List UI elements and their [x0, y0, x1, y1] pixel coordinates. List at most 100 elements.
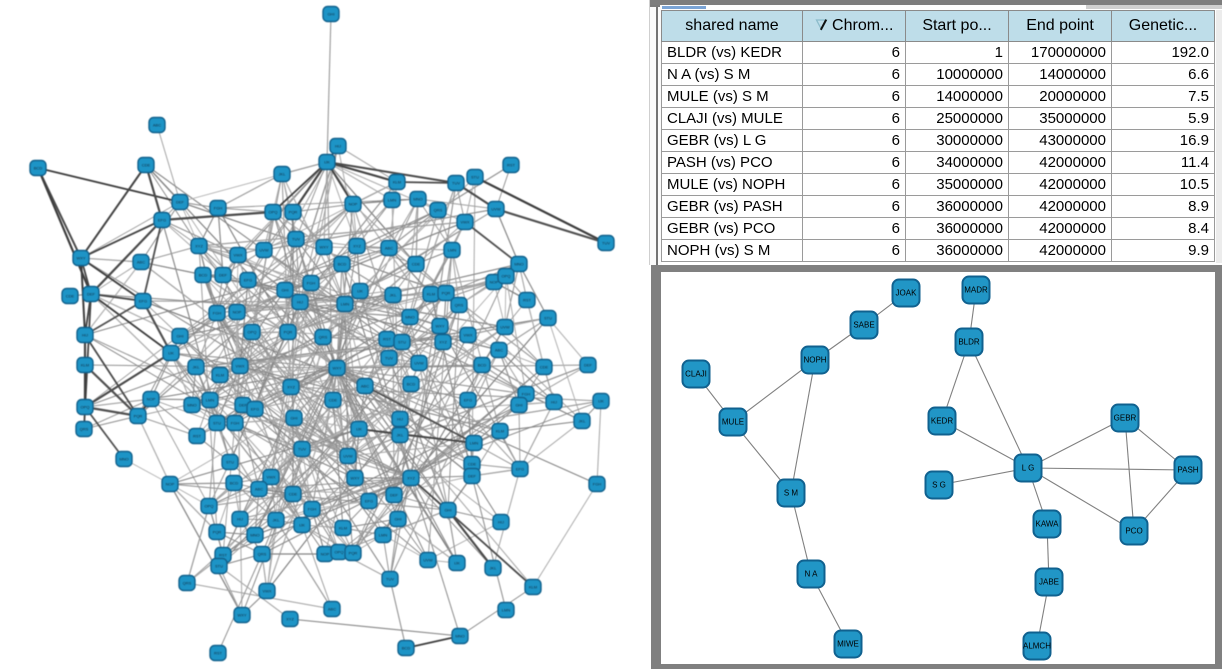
svg-text:JKL: JKL — [279, 172, 287, 177]
svg-text:CDE: CDE — [468, 462, 477, 467]
svg-text:MNO: MNO — [187, 403, 196, 408]
svg-text:PQR: PQR — [213, 530, 222, 535]
svg-text:KEDR: KEDR — [931, 417, 953, 426]
svg-text:CDE: CDE — [66, 294, 75, 299]
svg-text:GHI: GHI — [394, 517, 401, 522]
svg-text:QRS: QRS — [455, 303, 464, 308]
svg-text:LMN: LMN — [502, 608, 511, 613]
svg-text:CLAJI: CLAJI — [685, 370, 707, 379]
svg-text:VWX: VWX — [235, 364, 244, 369]
svg-text:GHI: GHI — [281, 288, 288, 293]
svg-text:MNO: MNO — [119, 457, 128, 462]
svg-text:DEF: DEF — [176, 200, 185, 205]
svg-text:KLM: KLM — [393, 180, 401, 185]
svg-text:PQR: PQR — [442, 291, 451, 296]
svg-text:KLM: KLM — [496, 429, 504, 434]
svg-text:VWX: VWX — [266, 475, 275, 480]
svg-text:FGH: FGH — [308, 507, 317, 512]
svg-text:STU: STU — [226, 460, 234, 465]
svg-text:NOP: NOP — [166, 482, 175, 487]
svg-text:HIJ: HIJ — [498, 520, 504, 525]
svg-text:GHI: GHI — [327, 12, 334, 17]
svg-text:EFG: EFG — [365, 499, 373, 504]
svg-text:OPQ: OPQ — [335, 550, 344, 555]
svg-text:QRS: QRS — [258, 552, 267, 557]
svg-text:DEF: DEF — [390, 493, 399, 498]
svg-text:RST: RST — [383, 337, 392, 342]
svg-text:JKL: JKL — [490, 566, 498, 571]
svg-text:BCD: BCD — [478, 363, 487, 368]
svg-text:XYZ: XYZ — [195, 244, 203, 249]
svg-text:QRS: QRS — [434, 208, 443, 213]
svg-text:KLM: KLM — [529, 585, 537, 590]
svg-text:PQR: PQR — [134, 414, 143, 419]
svg-text:TUV: TUV — [452, 181, 460, 186]
svg-text:XYZ: XYZ — [353, 244, 361, 249]
svg-text:STU: STU — [544, 316, 552, 321]
svg-text:ABC: ABC — [137, 260, 145, 265]
svg-text:SABE: SABE — [853, 321, 874, 330]
svg-text:STU: STU — [471, 175, 479, 180]
svg-text:RST: RST — [523, 298, 532, 303]
svg-text:HIJ: HIJ — [335, 144, 341, 149]
svg-text:HIJ: HIJ — [82, 333, 88, 338]
svg-text:IJK: IJK — [356, 427, 362, 432]
svg-text:EFG: EFG — [139, 299, 147, 304]
svg-text:PQR: PQR — [289, 210, 298, 215]
svg-text:DEF: DEF — [219, 273, 228, 278]
svg-text:GEBR: GEBR — [1114, 414, 1137, 423]
svg-text:GHI: GHI — [176, 334, 183, 339]
svg-text:TUV: TUV — [292, 237, 300, 242]
svg-text:IJK: IJK — [598, 399, 604, 404]
svg-text:BCD: BCD — [34, 166, 43, 171]
svg-text:UVW: UVW — [414, 361, 424, 366]
svg-text:CDE: CDE — [289, 492, 298, 497]
svg-text:WXY: WXY — [319, 245, 328, 250]
svg-text:TUV: TUV — [602, 241, 610, 246]
svg-text:BCD: BCD — [230, 481, 239, 486]
svg-text:JABE: JABE — [1039, 578, 1059, 587]
svg-text:VWX: VWX — [233, 253, 242, 258]
svg-text:STU: STU — [213, 421, 221, 426]
svg-text:XYZ: XYZ — [287, 385, 295, 390]
svg-text:FGH: FGH — [593, 482, 602, 487]
svg-text:OPQ: OPQ — [269, 210, 278, 215]
svg-text:HIJ: HIJ — [551, 400, 557, 405]
svg-text:DEF: DEF — [87, 292, 96, 297]
svg-text:MULE: MULE — [722, 418, 744, 427]
svg-text:BCD: BCD — [407, 382, 416, 387]
svg-text:KLM: KLM — [81, 363, 89, 368]
svg-text:ABC: ABC — [255, 487, 263, 492]
svg-text:MIWE: MIWE — [837, 640, 859, 649]
svg-text:GHI: GHI — [515, 403, 522, 408]
svg-text:FGH: FGH — [231, 421, 240, 426]
svg-text:LMN: LMN — [379, 533, 388, 538]
svg-text:OPQ: OPQ — [502, 274, 511, 279]
svg-text:VWX: VWX — [460, 220, 469, 225]
svg-text:RST: RST — [193, 434, 202, 439]
svg-text:NOP: NOP — [147, 397, 156, 402]
svg-text:XYZ: XYZ — [439, 340, 447, 345]
svg-text:IJK: IJK — [324, 160, 330, 165]
svg-text:FGH: FGH — [307, 281, 316, 286]
svg-text:PQR: PQR — [284, 330, 293, 335]
svg-text:GHI: GHI — [290, 416, 297, 421]
svg-text:KLM: KLM — [427, 292, 435, 297]
svg-text:XYZ: XYZ — [407, 476, 415, 481]
svg-text:PCO: PCO — [1125, 527, 1142, 536]
svg-text:EFG: EFG — [244, 278, 252, 283]
svg-text:IJK: IJK — [168, 351, 174, 356]
svg-text:TUV: TUV — [298, 447, 306, 452]
svg-text:CDE: CDE — [412, 262, 421, 267]
svg-text:OPQ: OPQ — [248, 330, 257, 335]
svg-text:PASH: PASH — [1177, 466, 1198, 475]
svg-text:FGH: FGH — [213, 311, 222, 316]
svg-text:FGH: FGH — [522, 392, 531, 397]
svg-text:UVW: UVW — [259, 248, 269, 253]
svg-text:FGH: FGH — [214, 206, 223, 211]
svg-text:KAWA: KAWA — [1036, 520, 1060, 529]
svg-text:MADR: MADR — [964, 286, 988, 295]
svg-text:L G: L G — [1022, 464, 1035, 473]
svg-text:TUV: TUV — [386, 577, 394, 582]
svg-text:BCD: BCD — [402, 646, 411, 651]
